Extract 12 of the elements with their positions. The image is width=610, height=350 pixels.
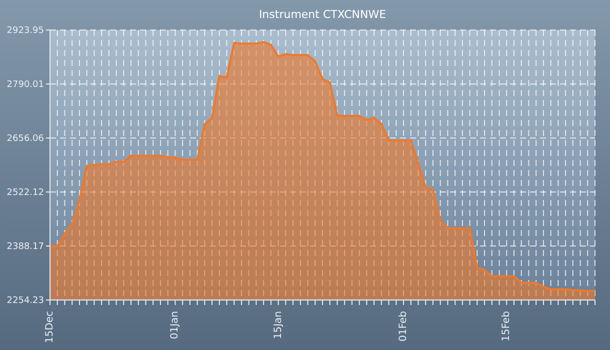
- x-tick-label: 15Dec: [44, 311, 56, 344]
- chart-title: Instrument CTXCNNWE: [258, 8, 388, 21]
- y-tick-label: 2923.95: [6, 26, 44, 36]
- y-tick-label: 2388.17: [6, 242, 44, 252]
- x-tick-label: 01Jan: [170, 311, 181, 340]
- y-tick-label: 2790.01: [6, 80, 44, 90]
- x-tick-label: 15Jan: [272, 311, 284, 340]
- x-tick-label: 15Feb: [501, 311, 512, 342]
- y-tick-label: 2254.23: [6, 296, 44, 306]
- x-tick-label: 01Feb: [398, 311, 410, 342]
- y-tick-label: 2656.06: [6, 134, 44, 144]
- y-tick-label: 2522.12: [6, 188, 44, 198]
